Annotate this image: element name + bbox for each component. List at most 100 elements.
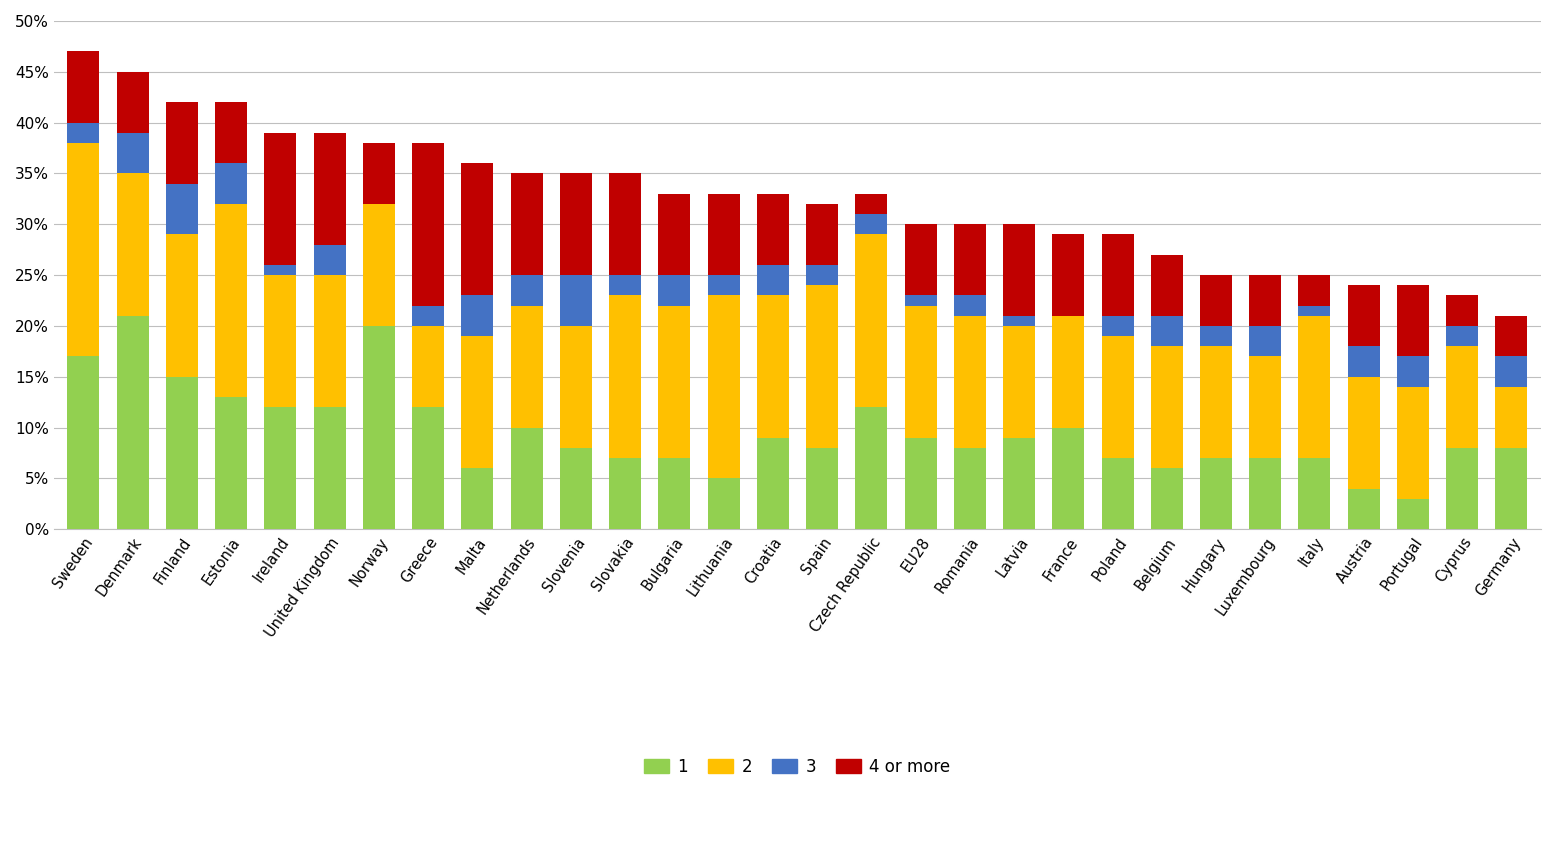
Bar [461, 336, 493, 469]
Bar [1495, 316, 1528, 356]
Legend: 1, 2, 3, 4 or more: 1, 2, 3, 4 or more [638, 751, 957, 783]
Bar [658, 306, 691, 458]
Bar [510, 173, 543, 275]
Bar [1446, 326, 1478, 346]
Bar [658, 275, 691, 306]
Bar [954, 295, 987, 316]
Bar [363, 204, 395, 326]
Bar [1495, 356, 1528, 387]
Bar [1249, 326, 1281, 356]
Bar [215, 163, 247, 204]
Bar [215, 103, 247, 163]
Bar [954, 448, 987, 529]
Bar [510, 275, 543, 306]
Bar [1495, 448, 1528, 529]
Bar [560, 448, 591, 529]
Bar [1102, 458, 1133, 529]
Bar [363, 143, 395, 204]
Bar [265, 275, 296, 407]
Bar [67, 143, 100, 356]
Bar [117, 173, 149, 316]
Bar [314, 275, 345, 407]
Bar [412, 306, 443, 326]
Bar [708, 194, 739, 275]
Bar [658, 458, 691, 529]
Bar [856, 407, 887, 529]
Bar [215, 204, 247, 397]
Bar [708, 478, 739, 529]
Bar [608, 458, 641, 529]
Bar [1298, 306, 1330, 316]
Bar [708, 295, 739, 478]
Bar [904, 295, 937, 306]
Bar [363, 326, 395, 529]
Bar [314, 133, 345, 244]
Bar [1298, 458, 1330, 529]
Bar [1004, 438, 1035, 529]
Bar [67, 356, 100, 529]
Bar [560, 173, 591, 275]
Bar [412, 407, 443, 529]
Bar [560, 326, 591, 448]
Bar [1151, 316, 1183, 346]
Bar [166, 184, 198, 235]
Bar [314, 244, 345, 275]
Bar [1495, 387, 1528, 448]
Bar [856, 194, 887, 214]
Bar [1347, 286, 1380, 346]
Bar [1397, 387, 1428, 499]
Bar [1397, 356, 1428, 387]
Bar [1446, 295, 1478, 326]
Bar [1151, 255, 1183, 316]
Bar [265, 133, 296, 265]
Bar [461, 163, 493, 295]
Bar [1151, 346, 1183, 469]
Bar [117, 72, 149, 133]
Bar [1298, 316, 1330, 458]
Bar [806, 286, 839, 448]
Bar [1446, 346, 1478, 448]
Bar [215, 397, 247, 529]
Bar [806, 448, 839, 529]
Bar [166, 103, 198, 184]
Bar [658, 194, 691, 275]
Bar [1347, 488, 1380, 529]
Bar [1004, 326, 1035, 438]
Bar [1102, 235, 1133, 316]
Bar [1052, 235, 1085, 316]
Bar [510, 306, 543, 427]
Bar [1397, 499, 1428, 529]
Bar [1004, 316, 1035, 326]
Bar [1004, 224, 1035, 316]
Bar [461, 469, 493, 529]
Bar [1200, 326, 1232, 346]
Bar [67, 123, 100, 143]
Bar [756, 194, 789, 265]
Bar [756, 265, 789, 295]
Bar [1298, 275, 1330, 306]
Bar [1102, 336, 1133, 458]
Bar [1347, 346, 1380, 377]
Bar [314, 407, 345, 529]
Bar [756, 295, 789, 438]
Bar [1347, 377, 1380, 488]
Bar [806, 265, 839, 286]
Bar [904, 306, 937, 438]
Bar [1249, 356, 1281, 458]
Bar [608, 295, 641, 458]
Bar [1052, 316, 1085, 427]
Bar [1200, 458, 1232, 529]
Bar [1151, 469, 1183, 529]
Bar [954, 316, 987, 448]
Bar [708, 275, 739, 295]
Bar [1397, 286, 1428, 356]
Bar [1249, 275, 1281, 326]
Bar [904, 438, 937, 529]
Bar [904, 224, 937, 295]
Bar [1102, 316, 1133, 336]
Bar [560, 275, 591, 326]
Bar [608, 173, 641, 275]
Bar [265, 407, 296, 529]
Bar [117, 133, 149, 173]
Bar [608, 275, 641, 295]
